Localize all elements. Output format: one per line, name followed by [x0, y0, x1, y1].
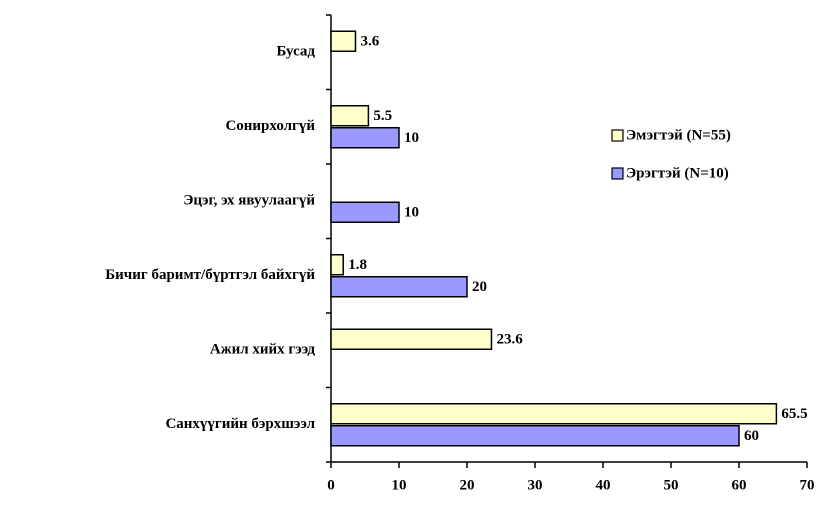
- bar: [330, 30, 357, 52]
- x-tick-label: 40: [596, 477, 611, 493]
- category-label: Санхүүгийн бэрхшээл: [165, 416, 315, 432]
- value-label: 10: [404, 205, 419, 221]
- value-label: 10: [404, 130, 419, 146]
- category-label: Сонирхолгүй: [225, 118, 315, 134]
- x-tick-label: 0: [327, 477, 335, 493]
- bar: [330, 328, 493, 350]
- value-label: 1.8: [348, 257, 367, 273]
- value-label: 23.6: [496, 332, 523, 348]
- bar: [330, 254, 344, 276]
- bar: [330, 276, 468, 298]
- x-tick-label: 60: [732, 477, 747, 493]
- value-label: 5.5: [373, 108, 392, 124]
- legend-swatch: [611, 129, 624, 142]
- category-label: Бичиг баримт/бүртгэл байхгүй: [105, 267, 315, 283]
- bar: [330, 425, 740, 447]
- x-tick-label: 30: [528, 477, 543, 493]
- bar: [330, 105, 370, 127]
- value-label: 20: [472, 279, 487, 295]
- category-label: Эцэг, эх явуулаагүй: [183, 193, 315, 209]
- category-label: Ажил хийх гээд: [210, 342, 316, 358]
- x-tick-label: 20: [460, 477, 475, 493]
- x-tick-label: 10: [392, 477, 407, 493]
- bar: [330, 127, 400, 149]
- category-label: Бусад: [276, 44, 315, 60]
- x-tick-label: 50: [664, 477, 679, 493]
- bar: [330, 201, 400, 223]
- value-label: 3.6: [360, 34, 379, 50]
- value-label: 65.5: [781, 406, 807, 422]
- legend-label: Эмэгтэй (N=55): [626, 127, 731, 143]
- bar: [330, 403, 778, 425]
- legend-swatch: [611, 167, 624, 180]
- x-tick-label: 70: [800, 477, 815, 493]
- legend-label: Эрэгтэй (N=10): [626, 165, 729, 181]
- value-label: 60: [744, 428, 759, 444]
